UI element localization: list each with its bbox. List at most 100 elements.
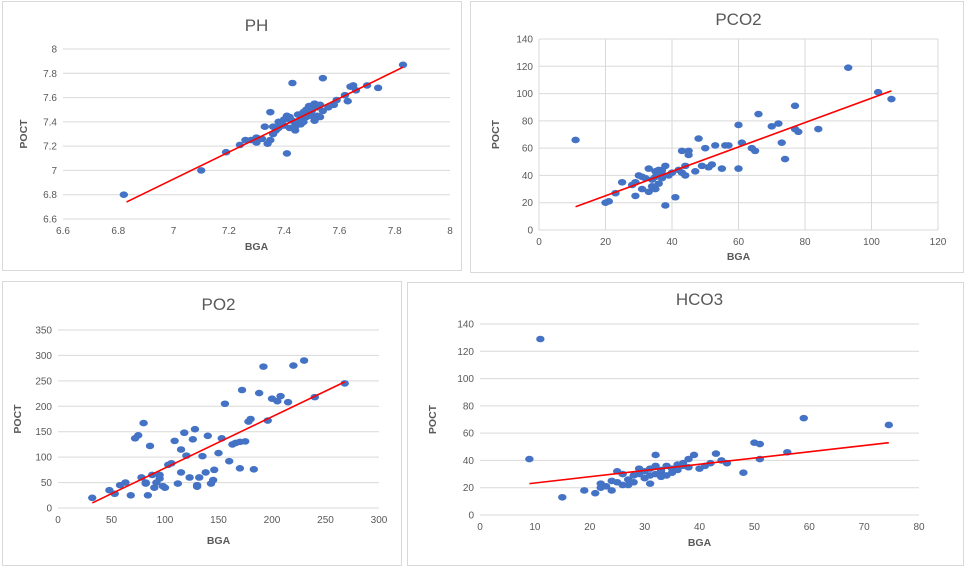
- po2-data-point: [276, 392, 285, 400]
- ph-data-point: [260, 123, 269, 131]
- ph-data-point: [343, 97, 352, 105]
- pco2-data-point: [691, 168, 700, 175]
- pco2-xtick-label: 20: [600, 237, 612, 248]
- pco2-data-point: [767, 123, 776, 130]
- po2-data-point: [176, 446, 186, 453]
- pco2-ytick-label: 20: [522, 198, 534, 209]
- po2-data-point: [160, 484, 170, 491]
- ph-data-point: [398, 61, 408, 69]
- hco3-ytick-label: 100: [457, 374, 474, 385]
- chart-ph: 6.6 6.8 7 7.2 7.4 7.6 7.8 8 6.6 6.8 7 7.2 7.4 7.6 7.8 8…: [18, 16, 453, 253]
- po2-data-point: [289, 362, 298, 369]
- po2-ytick-label: 0: [46, 504, 52, 515]
- hco3-data-point: [684, 455, 693, 463]
- po2-data-point: [170, 437, 179, 445]
- hco3-ytick-label: 40: [463, 456, 475, 467]
- pco2-xtick-label: 40: [666, 237, 678, 248]
- ph-xtick-label: 7: [171, 226, 177, 237]
- po2-data-point: [185, 474, 194, 481]
- po2-data-point: [235, 465, 245, 472]
- ph-xtick-label: 8: [447, 226, 453, 237]
- pco2-ytick-label: 140: [516, 35, 533, 46]
- ph-xtick-label: 7.2: [222, 226, 236, 237]
- po2-xtick-label: 200: [264, 515, 281, 526]
- hco3-data-point: [651, 451, 660, 459]
- hco3-ytick-label: 60: [463, 429, 475, 440]
- po2-data-point: [254, 389, 264, 397]
- pco2-data-point: [844, 64, 853, 71]
- ph-data-point: [288, 79, 297, 87]
- hco3-chart-title: HCO3: [676, 290, 723, 309]
- po2-xtick-label: 300: [371, 515, 388, 526]
- po2-ytick-label: 100: [35, 453, 52, 464]
- pco2-data-point: [707, 161, 717, 168]
- po2-data-point: [150, 484, 159, 491]
- hco3-data-point: [755, 440, 765, 448]
- po2-ytick-label: 150: [35, 427, 52, 438]
- pco2-data-point: [694, 135, 703, 142]
- po2-data-point: [249, 466, 259, 473]
- pco2-xtick-label: 100: [863, 237, 880, 248]
- hco3-trendline: [529, 441, 889, 485]
- chart-hco3: 0 20 40 60 80 100 120 140 0 10 20 30 40 50 60 70 80 HCO3 B…: [427, 290, 925, 549]
- po2-data-point: [210, 466, 219, 474]
- pco2-data-point: [754, 110, 763, 118]
- ph-ytick-label: 7.8: [43, 69, 57, 80]
- po2-data-point: [214, 449, 223, 457]
- hco3-data-point: [591, 489, 600, 497]
- hco3-data-point: [673, 466, 682, 474]
- pco2-data-point: [777, 139, 786, 146]
- po2-data-point: [203, 432, 212, 440]
- ph-trendline: [126, 66, 404, 203]
- po2-data-point: [190, 425, 200, 433]
- pco2-data-point: [571, 136, 580, 144]
- chart-panel-po2: 0 50 100 150 200 250 300 350 0 50 100 150 200 250 300 P…: [2, 281, 402, 566]
- ph-xtick-label: 7.6: [332, 226, 346, 237]
- po2-data-point: [192, 481, 202, 489]
- po2-data-point: [143, 491, 153, 499]
- pco2-ytick-label: 0: [527, 226, 533, 237]
- po2-data-point: [173, 480, 183, 487]
- po2-data-point: [259, 363, 268, 370]
- hco3-data-point: [558, 493, 567, 501]
- ph-ytick-label: 6.6: [43, 215, 57, 226]
- ph-data-point: [119, 191, 129, 199]
- ph-data-point: [197, 167, 206, 174]
- pco2-data-point: [677, 147, 687, 155]
- hco3-ytick-label: 20: [463, 483, 475, 494]
- po2-data-point: [176, 469, 186, 476]
- pco2-data-point: [684, 147, 693, 155]
- ph-ytick-label: 8: [51, 45, 57, 56]
- chart-panel-hco3: 0 20 40 60 80 100 120 140 0 10 20 30 40 50 60 70 80 HCO3 B…: [407, 282, 964, 566]
- pco2-x-axis-label: BGA: [727, 251, 751, 263]
- pco2-data-point: [681, 172, 690, 179]
- ph-data-point: [315, 113, 325, 121]
- ph-xtick-label: 6.8: [111, 226, 125, 237]
- ph-data-point: [318, 74, 328, 82]
- po2-data-point: [88, 494, 97, 502]
- po2-data-point: [126, 491, 135, 499]
- hco3-y-axis-label: POCT: [427, 404, 439, 434]
- hco3-ytick-label: 120: [457, 347, 474, 358]
- po2-trendline: [91, 381, 346, 504]
- po2-data-point: [139, 419, 148, 427]
- pco2-xtick-label: 60: [733, 237, 745, 248]
- pco2-ytick-label: 60: [522, 144, 534, 155]
- pco2-data-point: [661, 202, 670, 209]
- pco2-data-point: [717, 165, 727, 172]
- po2-data-point: [201, 469, 210, 476]
- po2-xtick-label: 50: [106, 515, 118, 526]
- po2-data-point: [225, 457, 234, 465]
- ph-ytick-label: 7.4: [43, 117, 57, 128]
- ph-ytick-label: 7.6: [43, 93, 57, 104]
- chart-pco2: 0 20 40 60 80 100 120 140 0 20 40 60 80 100 120 PCO2 BGA…: [490, 10, 947, 263]
- hco3-xtick-label: 70: [859, 522, 871, 533]
- ph-data-point: [299, 118, 308, 126]
- po2-data-point: [195, 474, 204, 481]
- pco2-data-point: [734, 165, 743, 172]
- ph-data-point: [266, 108, 275, 116]
- po2-xtick-label: 150: [210, 515, 227, 526]
- ph-ytick-label: 7.2: [43, 142, 57, 153]
- pco2-data-point: [631, 192, 640, 200]
- po2-ytick-label: 50: [41, 478, 53, 489]
